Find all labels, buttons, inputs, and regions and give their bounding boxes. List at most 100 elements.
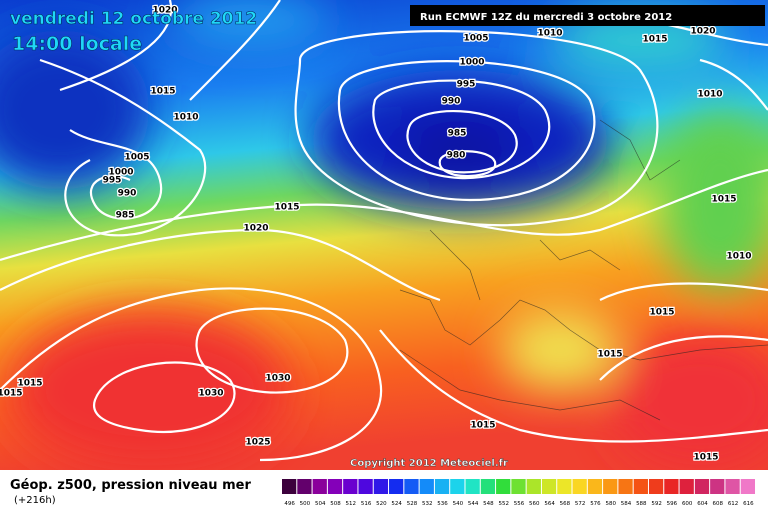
scale-swatch (419, 479, 434, 494)
scale-swatch (373, 479, 389, 494)
isobar-label: 1015 (711, 195, 736, 205)
color-scale: 496 500 504 508 512 516 520 524 528 532 536 540 544 5… (282, 479, 755, 507)
scale-swatch (389, 479, 404, 494)
scale-label: 592 (651, 501, 662, 507)
scale-swatch (603, 479, 618, 494)
scale-swatch (694, 479, 710, 494)
scale-label: 616 (743, 501, 754, 507)
scale-label: 520 (376, 501, 387, 507)
scale-label: 568 (560, 501, 571, 507)
scale-label: 560 (529, 501, 540, 507)
isobar-label: 990 (118, 189, 137, 199)
scale-swatch (496, 479, 511, 494)
scale-swatch (297, 479, 312, 494)
scale-label: 512 (346, 501, 357, 507)
isobar-label: 1015 (470, 421, 495, 431)
isobars (0, 0, 768, 460)
isobar-label: 1020 (152, 6, 177, 16)
scale-swatch (618, 479, 633, 494)
scale-label: 556 (514, 501, 525, 507)
isobar-label: 1010 (173, 113, 198, 123)
isobar-label: 1020 (243, 224, 268, 234)
isobar-label: 1005 (124, 153, 149, 163)
scale-label: 496 (284, 501, 295, 507)
isobar-label: 1015 (150, 87, 175, 97)
isobar-label: 990 (442, 97, 461, 107)
scale-swatch (572, 479, 587, 494)
scale-swatch (434, 479, 450, 494)
isobar-label: 1030 (265, 374, 290, 384)
scale-label: 544 (468, 501, 479, 507)
isobar-label: 995 (103, 176, 122, 186)
scale-label: 536 (437, 501, 448, 507)
isobar-label: 1010 (726, 252, 751, 262)
scale-label: 584 (621, 501, 632, 507)
isobar-label: 1015 (0, 389, 23, 399)
scale-swatch (526, 479, 541, 494)
scale-label: 528 (407, 501, 418, 507)
scale-swatch (450, 479, 465, 494)
isobar-label: 1010 (537, 29, 562, 39)
isobar-label: 1025 (245, 438, 270, 448)
isobar-label: 1020 (690, 27, 715, 37)
isobar-label: 1015 (649, 308, 674, 318)
isobar-label: 985 (448, 129, 467, 139)
scale-swatch (587, 479, 603, 494)
scale-swatch (710, 479, 725, 494)
scale-label: 548 (483, 501, 494, 507)
scale-swatch (404, 479, 419, 494)
scale-swatch (648, 479, 664, 494)
scale-label: 576 (590, 501, 601, 507)
isobar-label: 980 (447, 151, 466, 161)
isobar-label: 995 (457, 80, 476, 90)
isobar-label: 1015 (693, 453, 718, 463)
scale-swatch (633, 479, 648, 494)
scale-swatch (327, 479, 343, 494)
coastlines (399, 119, 768, 421)
forecast-time: 14:00 locale (12, 33, 142, 55)
scale-swatch (725, 479, 740, 494)
scale-swatch (511, 479, 526, 494)
isobar-label: 1000 (108, 168, 133, 178)
scale-label: 588 (636, 501, 647, 507)
scale-label: 564 (544, 501, 555, 507)
run-box (410, 5, 765, 26)
scale-swatch (282, 479, 297, 494)
scale-swatch (679, 479, 694, 494)
scale-label: 540 (453, 501, 464, 507)
run-info: Run ECMWF 12Z du mercredi 3 octobre 2012 (420, 12, 672, 23)
scale-label: 572 (575, 501, 586, 507)
isobar-label: 1000 (459, 58, 484, 68)
scale-label: 604 (697, 501, 708, 507)
scale-swatch (358, 479, 373, 494)
scale-swatch (480, 479, 496, 494)
scale-label: 504 (315, 501, 326, 507)
legend-title: Géop. z500, pression niveau mer (10, 478, 251, 493)
scale-label: 612 (728, 501, 739, 507)
scale-label: 600 (682, 501, 693, 507)
isobar-label: 1010 (697, 90, 722, 100)
copyright: Copyright 2012 Meteociel.fr (350, 458, 508, 469)
scale-label: 532 (422, 501, 433, 507)
scale-swatch (740, 479, 755, 494)
scale-label: 500 (300, 501, 311, 507)
scale-label: 524 (391, 501, 402, 507)
scale-label: 580 (605, 501, 616, 507)
scale-label: 608 (713, 501, 724, 507)
isobar-label: 1015 (642, 35, 667, 45)
isobar-label: 985 (116, 211, 135, 221)
scale-swatch (465, 479, 480, 494)
scale-swatch (343, 479, 358, 494)
scale-swatch (664, 479, 679, 494)
scale-label: 508 (330, 501, 341, 507)
scale-label: 516 (361, 501, 372, 507)
scale-swatch (312, 479, 327, 494)
isobar-label: 1005 (463, 34, 488, 44)
isobar-label: 1015 (274, 203, 299, 213)
legend-subtitle: (+216h) (14, 495, 56, 506)
isobar-label: 1015 (17, 379, 42, 389)
scale-label: 596 (667, 501, 678, 507)
scale-swatch (541, 479, 557, 494)
